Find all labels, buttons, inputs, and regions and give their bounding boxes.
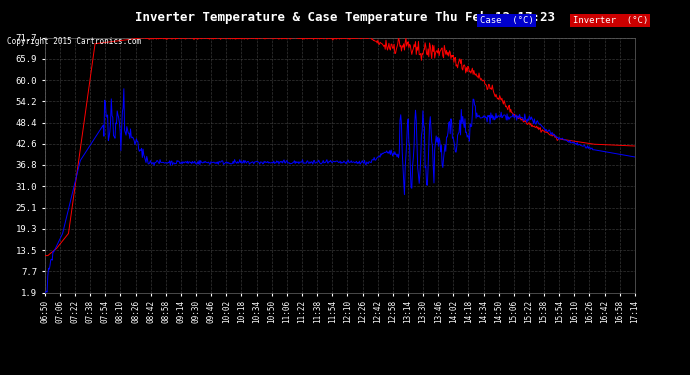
Text: Copyright 2015 Cartronics.com: Copyright 2015 Cartronics.com [7, 38, 141, 46]
Text: Case  (°C): Case (°C) [480, 16, 533, 25]
Text: Inverter Temperature & Case Temperature Thu Feb 12 17:23: Inverter Temperature & Case Temperature … [135, 11, 555, 24]
Text: Inverter  (°C): Inverter (°C) [573, 16, 648, 25]
